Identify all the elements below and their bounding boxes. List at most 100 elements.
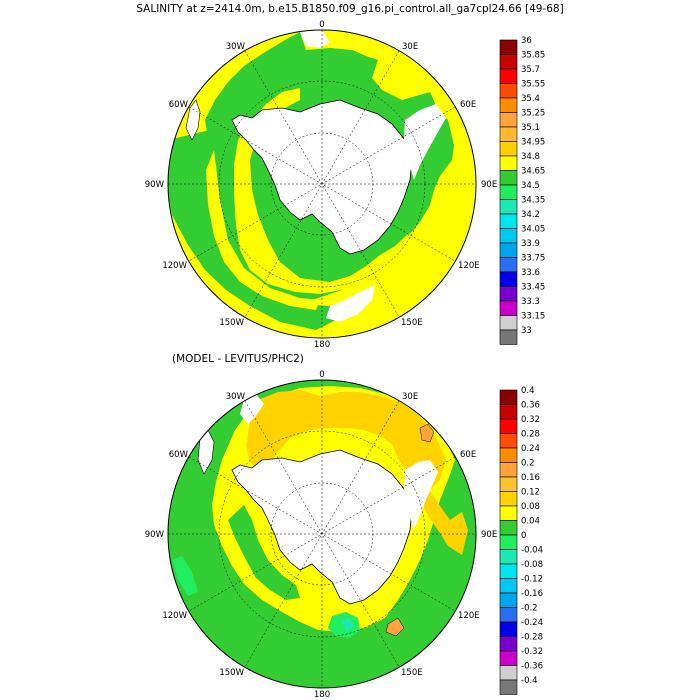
colorbar-swatch	[499, 534, 518, 550]
colorbar-swatch	[499, 97, 518, 113]
colorbar-swatch	[499, 300, 518, 316]
colorbar-swatch	[499, 242, 518, 258]
polar-map	[168, 30, 476, 338]
colorbar-tick-label: -0.32	[521, 647, 543, 657]
colorbar-swatch	[499, 592, 518, 608]
colorbar-tick-label: 34.2	[521, 210, 540, 220]
colorbar-swatch	[499, 476, 518, 492]
colorbar-swatch	[499, 636, 518, 652]
colorbar-swatch	[499, 112, 518, 128]
colorbar-swatch	[499, 184, 518, 200]
colorbar-tick-label: 35.85	[521, 51, 545, 61]
colorbar-swatch	[499, 271, 518, 287]
cyan-anomaly-patch	[342, 618, 354, 632]
lon-label: 90E	[481, 530, 497, 540]
colorbar-swatch	[499, 578, 518, 594]
colorbar-swatch	[499, 170, 518, 186]
colorbar-swatch	[499, 418, 518, 434]
colorbar-swatch	[499, 665, 518, 681]
lon-label: 120E	[458, 261, 480, 271]
panel-title: (MODEL - LEVITUS/PHC2)	[172, 353, 304, 365]
green-anomaly-patch	[392, 588, 440, 640]
colorbar-swatch	[499, 563, 518, 579]
lon-label: 30E	[402, 392, 418, 402]
colorbar-tick-label: 0.16	[521, 473, 540, 483]
colorbar-tick-label: -0.36	[521, 662, 543, 672]
colorbar-tick-label: 33.45	[521, 283, 545, 293]
colorbar-tick-label: 34.35	[521, 196, 545, 206]
colorbar-tick-label: 33.3	[521, 297, 540, 307]
difference-panel: (MODEL - LEVITUS/PHC2)	[145, 353, 543, 700]
panel-title: SALINITY at z=2414.0m, b.e15.B1850.f09_g…	[136, 3, 563, 15]
graticule	[168, 30, 476, 338]
lon-label: 30W	[226, 42, 246, 52]
colorbar-tick-label: 34.5	[521, 181, 540, 191]
colorbar: 0.4 0.36 0.32 0.28 0.24 0.2 0.16 0.12 0.08 0.04 0 -…	[499, 386, 543, 695]
colorbar-tick-label: 35.4	[521, 94, 540, 104]
colorbar-swatch	[499, 126, 518, 142]
colorbar-swatch	[499, 404, 518, 420]
colorbar-swatch	[499, 462, 518, 478]
lon-label: 30W	[226, 392, 246, 402]
colorbar: 36 35.85 35.7 35.55 35.4 35.25 35.1 34.95 34.8 34…	[499, 36, 545, 345]
colorbar-tick-label: 0.4	[521, 386, 535, 396]
orange-anomaly-region	[246, 390, 446, 490]
colorbar-tick-label: 35.25	[521, 109, 545, 119]
colorbar-tick-label: 33.6	[521, 268, 540, 278]
lon-label: 150W	[219, 668, 244, 678]
lon-label: 0	[319, 370, 324, 380]
colorbar-tick-label: 34.65	[521, 167, 545, 177]
colorbar-tick-label: 33.75	[521, 254, 545, 264]
south-america-tip	[185, 99, 201, 141]
colorbar-swatch	[499, 607, 518, 623]
lon-label: 90E	[481, 180, 497, 190]
colorbar-swatch	[499, 520, 518, 536]
colorbar-swatch	[499, 155, 518, 171]
colorbar-tick-label: 33.15	[521, 312, 545, 322]
green-anomaly-patch	[228, 505, 300, 600]
map-boundary	[167, 29, 477, 339]
colorbar-tick-label: 35.7	[521, 65, 540, 75]
colorbar-swatch	[499, 447, 518, 463]
lon-label: 120E	[458, 611, 480, 621]
colorbar-tick-label: -0.2	[521, 604, 538, 614]
colorbar-tick-label: 0.36	[521, 401, 540, 411]
colorbar-tick-label: 0.2	[521, 459, 535, 469]
colorbar-swatch	[499, 213, 518, 229]
lon-label: 60W	[169, 100, 189, 110]
map-boundary	[167, 379, 477, 689]
lon-label: 30E	[402, 42, 418, 52]
sea-ice-edge-east	[404, 460, 438, 530]
colorbar-swatch	[499, 141, 518, 157]
colorbar-swatch	[499, 389, 518, 405]
colorbar-tick-label: -0.16	[521, 589, 543, 599]
lon-label: 90W	[145, 180, 165, 190]
lon-label: 60E	[460, 450, 476, 460]
colorbar-swatch	[499, 679, 518, 695]
colorbar-swatch	[499, 329, 518, 345]
colorbar-tick-label: 35.1	[521, 123, 540, 133]
lon-label: 60E	[460, 100, 476, 110]
lon-label: 120W	[162, 611, 187, 621]
colorbar-tick-label: -0.4	[521, 676, 538, 686]
sea-ice-edge-north	[300, 30, 330, 48]
graticule	[168, 380, 476, 688]
colorbar-tick-label: 33	[521, 326, 532, 336]
colorbar-tick-label: -0.08	[521, 560, 543, 570]
lon-label: 180	[314, 340, 330, 350]
lon-label: 120W	[162, 261, 187, 271]
lon-label: 150E	[401, 318, 423, 328]
colorbar-swatch	[499, 286, 518, 302]
colorbar-swatch	[499, 621, 518, 637]
colorbar-swatch	[499, 650, 518, 666]
yellow-inner-west	[206, 150, 320, 310]
colorbar-tick-label: 0.28	[521, 430, 540, 440]
colorbar-tick-label: 35.55	[521, 80, 545, 90]
colorbar-tick-label: 34.8	[521, 152, 540, 162]
sea-ice-edge-east	[404, 104, 446, 180]
lon-label: 180	[314, 690, 330, 700]
colorbar-swatch	[499, 54, 518, 70]
colorbar-swatch	[499, 39, 518, 55]
longitude-labels: 0 30E 60E 90E 120E 150E 180 150W 120W 90…	[145, 370, 497, 700]
colorbar-swatch	[499, 505, 518, 521]
